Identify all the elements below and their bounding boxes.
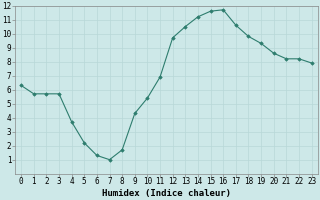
- X-axis label: Humidex (Indice chaleur): Humidex (Indice chaleur): [102, 189, 231, 198]
